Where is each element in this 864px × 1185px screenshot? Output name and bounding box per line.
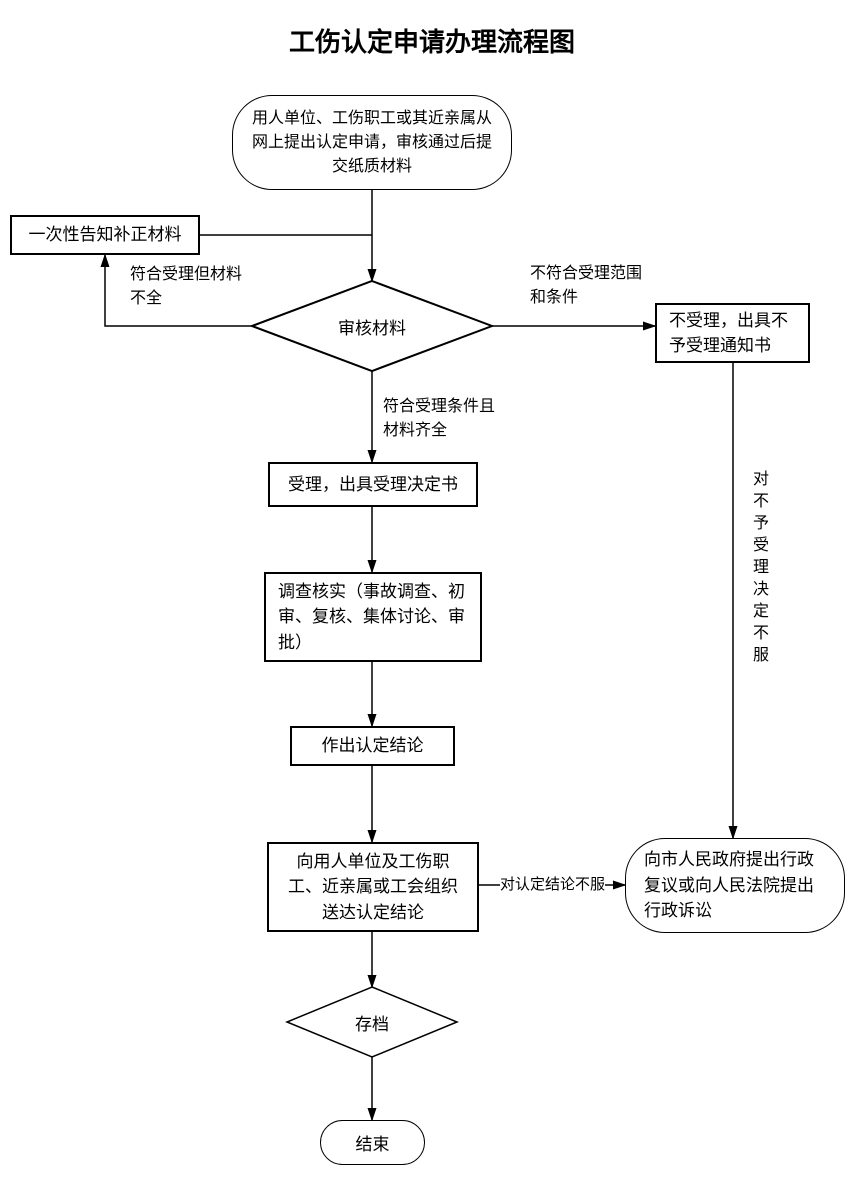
- node-review: 审核材料: [322, 312, 422, 340]
- node-deliver: 向用人单位及工伤职工、近亲属或工会组织送达认定结论: [267, 842, 479, 932]
- label-disagree-reject: 对不予受理决定不服: [746, 470, 770, 668]
- node-conclude: 作出认定结论: [290, 726, 455, 766]
- node-conclude-text: 作出认定结论: [310, 725, 436, 767]
- node-start-text: 用人单位、工伤职工或其近亲属从网上提出认定申请，审核通过后提交纸质材料: [233, 99, 511, 187]
- diagram-title: 工伤认定申请办理流程图: [0, 22, 864, 59]
- node-reject-text: 不受理，出具不予受理通知书: [657, 300, 808, 367]
- node-archive-text: 存档: [355, 1010, 389, 1035]
- label-incomplete: 符合受理但材料不全: [130, 263, 250, 311]
- node-review-text: 审核材料: [338, 314, 406, 339]
- node-end-text: 结束: [356, 1130, 390, 1155]
- node-appeal: 向市人民政府提出行政复议或向人民法院提出行政诉讼: [625, 838, 845, 933]
- node-accept-text: 受理，出具受理决定书: [276, 464, 470, 506]
- node-correct: 一次性告知补正材料: [10, 215, 200, 255]
- flowchart-container: 工伤认定申请办理流程图 用人单位、工伤职工或其近亲属从网上提出认定申请，审核通过…: [0, 0, 864, 1185]
- node-appeal-text: 向市人民政府提出行政复议或向人民法院提出行政诉讼: [626, 837, 844, 934]
- node-correct-text: 一次性告知补正材料: [23, 218, 188, 252]
- label-disagree-conclude: 对认定结论不服: [500, 874, 605, 897]
- node-investigate-text: 调查核实（事故调查、初审、复核、集体讨论、审批）: [266, 571, 480, 664]
- node-archive: 存档: [340, 1010, 404, 1034]
- node-accept: 受理，出具受理决定书: [268, 462, 478, 507]
- label-noncompliant: 不符合受理范围和条件: [530, 262, 652, 310]
- label-complete: 符合受理条件且材料齐全: [383, 395, 503, 443]
- node-investigate: 调查核实（事故调查、初审、复核、集体讨论、审批）: [264, 572, 482, 662]
- node-start: 用人单位、工伤职工或其近亲属从网上提出认定申请，审核通过后提交纸质材料: [232, 95, 512, 190]
- node-end: 结束: [320, 1120, 425, 1165]
- node-reject: 不受理，出具不予受理通知书: [655, 303, 810, 363]
- node-deliver-text: 向用人单位及工伤职工、近亲属或工会组织送达认定结论: [269, 841, 477, 934]
